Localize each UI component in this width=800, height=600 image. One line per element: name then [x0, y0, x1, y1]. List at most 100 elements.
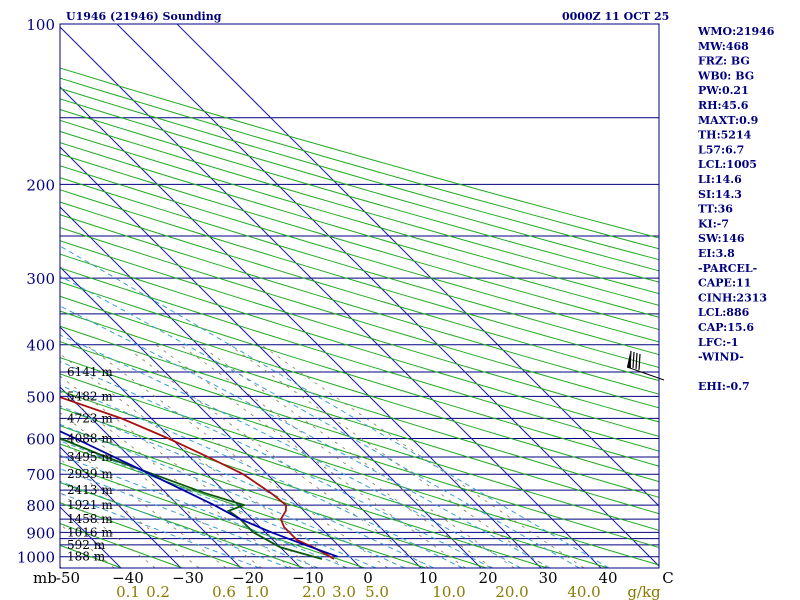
- isotherm-line: [60, 206, 422, 568]
- index-line: TH:5214: [698, 129, 752, 142]
- index-line: MW:468: [698, 40, 749, 53]
- pressure-label: 900: [26, 524, 55, 542]
- wind-barb-flag: [635, 352, 638, 370]
- index-line: SW:146: [698, 232, 745, 245]
- isotherm-line: [60, 446, 182, 568]
- dry-adiabat-line: [60, 98, 659, 272]
- chart-title: U1946 (21946) Sounding: [66, 10, 222, 23]
- dry-adiabat-line: [60, 109, 659, 283]
- index-line: CINH:2313: [698, 291, 767, 304]
- height-label: 2939 m: [67, 467, 113, 481]
- isotherm-line: [60, 146, 482, 568]
- pressure-label: 200: [26, 176, 55, 194]
- isotherm-line: [60, 266, 362, 568]
- dry-adiabat-line: [60, 523, 183, 568]
- index-line: LCL:886: [698, 306, 750, 319]
- temperature-tick-label: 10: [418, 569, 437, 587]
- mixing-ratio-line: [85, 344, 388, 568]
- wind-barb-pennant: [627, 352, 631, 368]
- dry-adiabat-line: [60, 142, 659, 318]
- wind-barb-flag: [632, 351, 635, 369]
- dry-adiabat-line: [60, 281, 659, 467]
- moist-adiabat-line: [60, 405, 434, 568]
- moist-adiabat-line: [60, 305, 551, 568]
- temperature-tick-label: −30: [172, 569, 204, 587]
- index-line: WB0: BG: [697, 69, 754, 82]
- temperature-tick-label: −10: [292, 569, 324, 587]
- index-line: PW:0.21: [698, 84, 749, 97]
- mixing-ratio-label: g/kg: [627, 583, 661, 600]
- dry-adiabat-line: [60, 390, 609, 568]
- temperature-tick-label: -50: [56, 569, 80, 587]
- height-label: 4723 m: [67, 411, 113, 425]
- moist-adiabat-line: [60, 440, 377, 568]
- dry-adiabat-line: [60, 227, 659, 409]
- index-line: RH:45.6: [698, 99, 749, 112]
- dry-adiabat-line: [60, 153, 659, 331]
- dewpoint-curve: [60, 437, 323, 560]
- pressure-label: 800: [26, 497, 55, 515]
- index-line: WMO:21946: [697, 25, 775, 38]
- dry-adiabat-line: [60, 295, 659, 483]
- moist-adiabat-line: [60, 334, 521, 568]
- dry-adiabat-line: [60, 502, 244, 568]
- dry-adiabat-line: [60, 407, 548, 568]
- parcel-curve: [60, 430, 339, 558]
- dry-adiabat-line: [60, 481, 305, 568]
- mixing-ratio-label: 1.0: [245, 583, 269, 600]
- mixing-ratio-line: [122, 344, 429, 568]
- pressure-label: 1000: [17, 549, 55, 567]
- wind-barb-staff: [626, 366, 665, 381]
- index-line: -PARCEL-: [698, 262, 757, 275]
- dry-adiabat-line: [60, 77, 659, 250]
- curves-layer: [60, 396, 339, 560]
- dry-adiabat-line: [60, 214, 659, 395]
- dry-adiabat-line: [60, 130, 659, 306]
- mixing-ratio-label: 3.0: [332, 583, 356, 600]
- mixing-ratio-label: 10.0: [432, 583, 465, 600]
- mb-unit-label: mb: [33, 569, 57, 587]
- index-line: CAPE:11: [698, 277, 751, 290]
- height-label: 2413 m: [67, 483, 113, 497]
- isotherm-line: [60, 386, 242, 568]
- mixing-ratio-label: 0.6: [212, 583, 236, 600]
- dry-adiabat-line: [60, 425, 487, 568]
- mixing-ratio-label: 0.2: [146, 583, 170, 600]
- pressure-label: 500: [26, 388, 55, 406]
- dry-adiabat-line: [60, 189, 659, 369]
- height-label: 1016 m: [67, 525, 113, 539]
- index-line: EI:3.8: [698, 247, 735, 260]
- dry-adiabat-line: [60, 357, 659, 548]
- height-label: 3495 m: [67, 450, 113, 464]
- mixing-ratio-label: 2.0: [302, 583, 326, 600]
- wind-layer: [626, 350, 665, 381]
- temperature-tick-label: 20: [478, 569, 497, 587]
- index-line: TT:36: [698, 203, 733, 216]
- dry-adiabat-line: [60, 165, 659, 343]
- dry-adiabat-line: [60, 373, 659, 566]
- moist-adiabat-line: [60, 275, 580, 568]
- chart-datetime: 0000Z 11 OCT 25: [562, 10, 669, 23]
- index-line: EHI:-0.7: [698, 380, 750, 393]
- isotherm-line: [60, 86, 542, 568]
- temperature-tick-label: −20: [232, 569, 264, 587]
- moist-adiabat-line: [60, 423, 406, 568]
- temperature-tick-label: 40: [598, 569, 617, 587]
- dry-adiabat-line: [60, 253, 659, 437]
- plot-frame: [59, 23, 660, 569]
- mixing-ratio-label: 5.0: [365, 583, 389, 600]
- dry-adiabat-line: [60, 267, 659, 452]
- height-label: 592 m: [67, 538, 106, 552]
- dry-adiabat-line: [60, 201, 659, 382]
- wind-barb-flag: [638, 353, 641, 371]
- index-line: LI:14.6: [698, 173, 742, 186]
- dry-adiabat-line: [60, 87, 659, 261]
- moist-adiabat-line: [60, 492, 260, 568]
- pressure-label: 100: [26, 16, 55, 34]
- index-line: CAP:15.6: [698, 321, 754, 334]
- index-line: KI:-7: [698, 217, 729, 230]
